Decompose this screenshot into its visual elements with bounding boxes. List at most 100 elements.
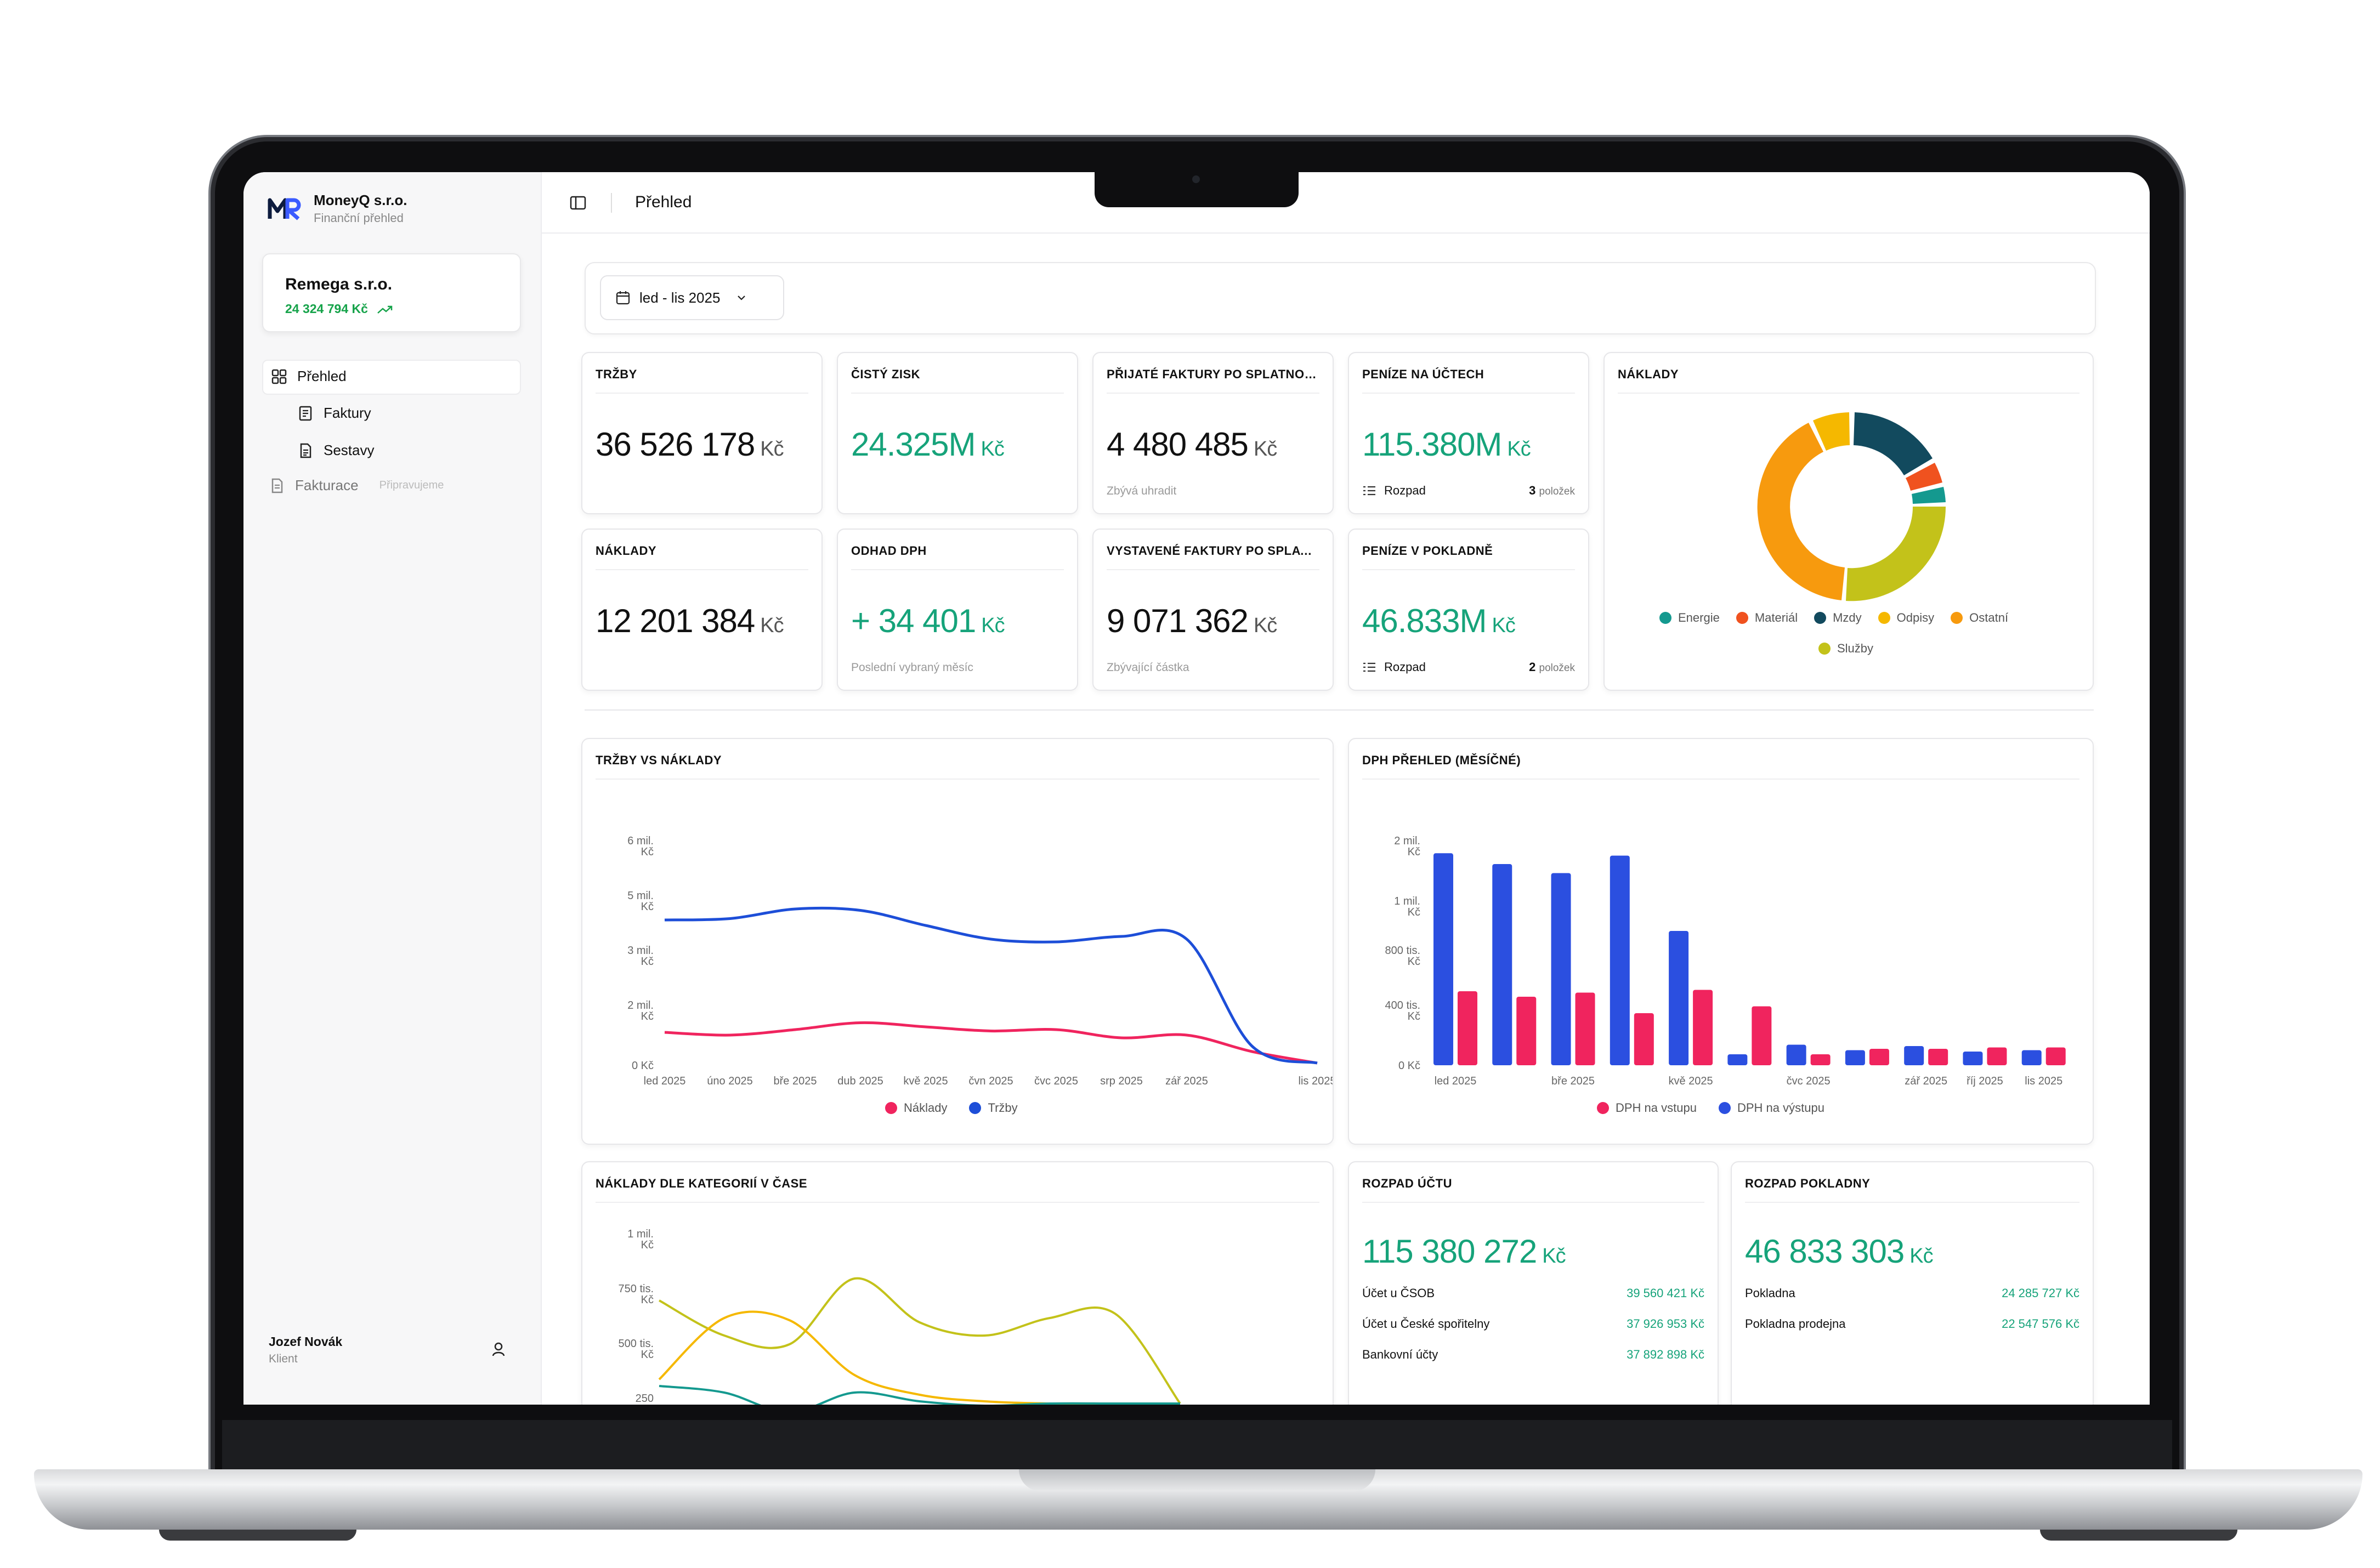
- y-tick-label: 750 tis. Kč: [619, 1283, 654, 1306]
- legend-item[interactable]: Materiál: [1736, 611, 1798, 625]
- legend-label: Tržby: [988, 1101, 1018, 1115]
- cash-row[interactable]: Pokladna prodejna 22 547 576 Kč: [1745, 1317, 2079, 1331]
- donut-segment-sluzby[interactable]: [1846, 507, 1946, 601]
- card-title: NÁKLADY: [1618, 367, 1679, 381]
- count-label: položek: [1539, 486, 1576, 497]
- legend-item[interactable]: Náklady: [885, 1101, 947, 1115]
- legend-dot: [1718, 1102, 1731, 1114]
- bar-dph-vstup: [1693, 990, 1713, 1065]
- count-value: 3: [1529, 484, 1536, 497]
- legend-item[interactable]: DPH na vstupu: [1597, 1101, 1697, 1115]
- accounts-total: 115 380 272 Kč: [1362, 1232, 1566, 1270]
- sidebar-item-fakturace[interactable]: Fakturace Připravujeme: [269, 477, 444, 494]
- kpi-unit: Kč: [981, 438, 1005, 461]
- legend-dot: [1818, 643, 1831, 655]
- x-tick-label: led 2025: [644, 1075, 686, 1087]
- legend-item[interactable]: Tržby: [969, 1101, 1018, 1115]
- kpi-card-penize-v-pokladne[interactable]: PENÍZE V POKLADNĚ 46.833M Kč Rozpad 2 pol…: [1348, 529, 1589, 691]
- cash-value: 24 285 727 Kč: [2002, 1286, 2079, 1300]
- kpi-card-odhad-dph[interactable]: ODHAD DPH + 34 401 Kč Poslední vybraný mě…: [837, 529, 1078, 691]
- sidebar-toggle-icon[interactable]: [569, 194, 587, 212]
- vat-overview-card: DPH PŘEHLED (MĚSÍČNÉ) 0 Kč 400 tis. Kč 800 …: [1348, 738, 2094, 1145]
- x-tick-label: bře 2025: [774, 1075, 817, 1087]
- grid-icon: [271, 369, 287, 384]
- x-tick-label: kvě 2025: [1669, 1075, 1713, 1087]
- breakdown-toggle[interactable]: Rozpad 2 položek: [1362, 660, 1575, 674]
- legend-item[interactable]: Mzdy: [1814, 611, 1862, 625]
- kpi-value: 9 071 362 Kč: [1107, 602, 1277, 640]
- x-tick-label: dub 2025: [837, 1075, 883, 1087]
- kpi-number: 12 201 384: [596, 603, 755, 639]
- kpi-card-penize-na-uctech[interactable]: PENÍZE NA ÚČTECH 115.380M Kč Rozpad 3 pol…: [1348, 352, 1589, 514]
- account-row[interactable]: Účet u České spořitelny 37 926 953 Kč: [1362, 1317, 1704, 1331]
- bar-dph-vstup: [1928, 1049, 1948, 1065]
- divider: [1107, 569, 1319, 570]
- cash-row[interactable]: Pokladna 24 285 727 Kč: [1745, 1286, 2079, 1300]
- list-icon: [1363, 662, 1375, 672]
- kpi-number: 36 526 178: [596, 426, 755, 463]
- costs-by-category-card: NÁKLADY DLE KATEGORIÍ V ČASE 1 mil. Kč 750…: [581, 1161, 1334, 1405]
- card-title: DPH PŘEHLED (MĚSÍČNÉ): [1362, 753, 1521, 767]
- account-value: 37 892 898 Kč: [1627, 1348, 1704, 1361]
- donut-segment-material[interactable]: [1906, 463, 1942, 491]
- card-title: ROZPAD ÚČTU: [1362, 1177, 1452, 1190]
- kpi-value: 24.325M Kč: [851, 425, 1005, 463]
- y-tick-label: 0 Kč: [1398, 1060, 1420, 1072]
- total-unit: Kč: [1909, 1245, 1933, 1268]
- donut-segment-mzdy[interactable]: [1854, 412, 1933, 475]
- count-label: položek: [1539, 662, 1576, 674]
- account-row[interactable]: Bankovní účty 37 892 898 Kč: [1362, 1348, 1704, 1362]
- kpi-subtitle: Zbývající částka: [1107, 661, 1189, 674]
- kpi-subtitle: Poslední vybraný měsíc: [851, 661, 973, 674]
- laptop-bezel: [222, 1420, 2172, 1472]
- donut-segment-ostatni[interactable]: [1757, 423, 1845, 600]
- legend-item[interactable]: Energie: [1659, 611, 1720, 625]
- series-line-náklady: [664, 1021, 1318, 1065]
- divider: [1107, 393, 1319, 394]
- kpi-card-cisty-zisk[interactable]: ČISTÝ ZISK 24.325M Kč: [837, 352, 1078, 514]
- sidebar-item-sestavy[interactable]: Sestavy: [297, 442, 375, 459]
- kpi-card-trzby[interactable]: TRŽBY 36 526 178 Kč: [581, 352, 823, 514]
- y-tick-label: 400 tis. Kč: [1385, 999, 1420, 1022]
- account-row[interactable]: Účet u ČSOB 39 560 421 Kč: [1362, 1286, 1704, 1300]
- account-value: 39 560 421 Kč: [1627, 1286, 1704, 1300]
- coming-soon-badge: Připravujeme: [379, 479, 444, 491]
- kpi-card-prijate-faktury[interactable]: PŘIJATÉ FAKTURY PO SPLATNOSTI 4 480 485 K…: [1092, 352, 1334, 514]
- x-tick-label: říj 2025: [1967, 1075, 2003, 1087]
- accounts-breakdown-card: ROZPAD ÚČTU 115 380 272 Kč Účet u ČSOB 39 …: [1348, 1161, 1719, 1405]
- divider: [1362, 1202, 1704, 1203]
- user-icon[interactable]: [490, 1341, 507, 1357]
- sidebar-item-faktury[interactable]: Faktury: [297, 405, 371, 422]
- legend-item[interactable]: Služby: [1818, 641, 1873, 656]
- company-switcher[interactable]: Remega s.r.o. 24 324 794 Kč: [262, 253, 521, 332]
- kpi-number: 9 071 362: [1107, 603, 1249, 639]
- legend-item[interactable]: Odpisy: [1878, 611, 1934, 625]
- page-title: Přehled: [635, 193, 692, 211]
- account-value: 37 926 953 Kč: [1627, 1317, 1704, 1331]
- divider: [1618, 393, 2079, 394]
- laptop-foot: [159, 1530, 356, 1541]
- kpi-card-naklady[interactable]: NÁKLADY 12 201 384 Kč: [581, 529, 823, 691]
- donut-segment-energie[interactable]: [1912, 487, 1946, 504]
- brand-subtitle: Finanční přehled: [314, 211, 404, 225]
- legend-label: Materiál: [1754, 611, 1798, 624]
- legend-item[interactable]: DPH na výstupu: [1718, 1101, 1824, 1115]
- legend-item[interactable]: Ostatní: [1951, 611, 2008, 625]
- date-range-picker[interactable]: led - lis 2025: [600, 275, 784, 320]
- card-title: TRŽBY VS NÁKLADY: [596, 753, 722, 767]
- x-tick-label: zář 2025: [1165, 1075, 1208, 1087]
- y-tick-label: 2 mil. Kč: [1394, 835, 1420, 858]
- line-legend: Náklady Tržby: [885, 1101, 1018, 1115]
- donut-legend: Energie Materiál Mzdy Odpisy Ostatní: [1659, 611, 2008, 625]
- donut-segment-odpisy[interactable]: [1813, 412, 1850, 451]
- x-tick-label: čvc 2025: [1034, 1075, 1078, 1087]
- x-tick-label: úno 2025: [707, 1075, 752, 1087]
- legend-label: Ostatní: [1969, 611, 2009, 624]
- brand-name: MoneyQ s.r.o.: [314, 192, 407, 208]
- kpi-card-vystavene-faktury[interactable]: VYSTAVENÉ FAKTURY PO SPLATNOSTI 9 071 36…: [1092, 529, 1334, 691]
- breakdown-toggle[interactable]: Rozpad 3 položek: [1362, 484, 1575, 498]
- sidebar-item-prehled[interactable]: Přehled: [262, 360, 521, 395]
- costs-donut-card: NÁKLADY Energie Materiál Mzdy Odpisy Ost…: [1603, 352, 2094, 691]
- user-info[interactable]: Jozef Novák Klient: [269, 1334, 342, 1366]
- brand: MoneyQ s.r.o. Finanční přehled: [268, 192, 407, 225]
